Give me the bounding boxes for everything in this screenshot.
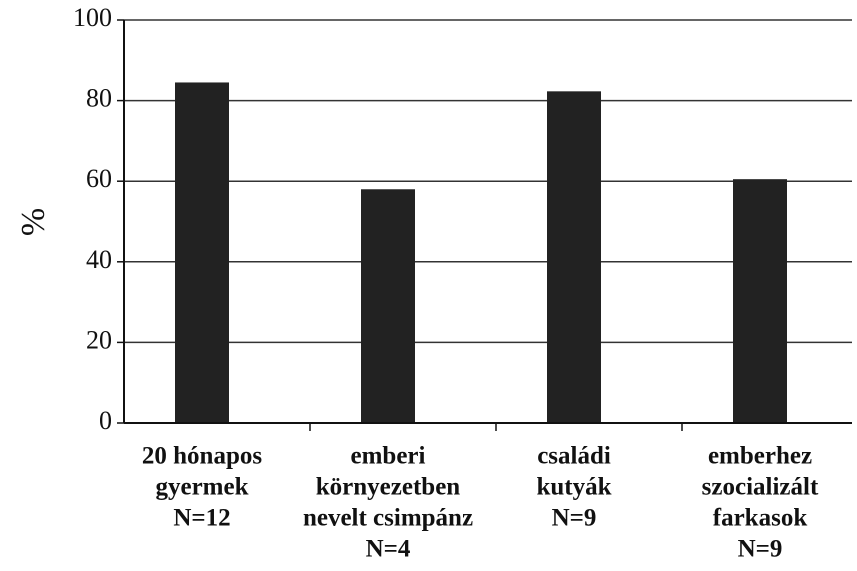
x-tick-label: nevelt csimpánz — [303, 505, 473, 532]
y-tick-label: 60 — [86, 164, 112, 193]
x-tick-label: N=9 — [738, 536, 783, 563]
bar — [361, 189, 415, 423]
x-tick-label: N=12 — [173, 505, 230, 532]
y-tick-label: 80 — [86, 84, 112, 113]
bar — [733, 179, 787, 423]
y-tick-label: 40 — [86, 245, 112, 274]
y-tick-label: 0 — [99, 406, 112, 435]
y-tick-label: 100 — [73, 3, 112, 32]
bar — [175, 82, 229, 423]
y-tick-label: 20 — [86, 325, 112, 354]
x-tick-label: környezetben — [316, 474, 461, 501]
x-tick-label: kutyák — [536, 474, 611, 501]
bar — [547, 91, 601, 424]
y-axis-label: % — [15, 208, 52, 236]
x-tick-label: N=4 — [366, 536, 411, 563]
x-tick-label: N=9 — [552, 505, 597, 532]
x-tick-label: farkasok — [713, 505, 808, 532]
x-tick-label: emberhez — [708, 443, 812, 470]
x-tick-label: gyermek — [155, 474, 248, 501]
x-tick-label: emberi — [351, 443, 426, 470]
x-tick-label: családi — [537, 443, 611, 470]
x-tick-label: 20 hónapos — [142, 443, 262, 470]
x-tick-label: szocializált — [702, 474, 819, 501]
